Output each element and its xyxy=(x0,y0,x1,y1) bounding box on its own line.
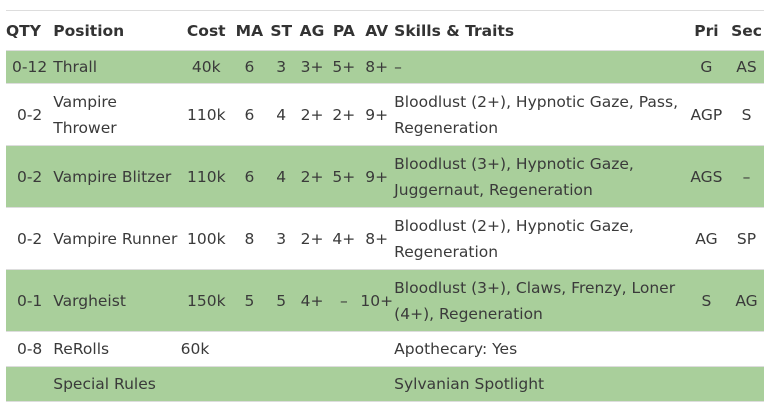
cell-qty: 0-8 xyxy=(6,331,54,367)
header-ma: MA xyxy=(231,10,267,51)
cell-pri: S xyxy=(683,269,729,332)
cell-ag: 3+ xyxy=(295,50,329,84)
cell-pa: 2+ xyxy=(328,83,360,146)
table-row: 0-1 Vargheist 150k 5 5 4+ – 10+ Bloodlus… xyxy=(6,269,764,332)
header-ag: AG xyxy=(295,10,329,51)
cell-position: Vampire Blitzer xyxy=(53,145,181,208)
header-pa: PA xyxy=(328,10,360,51)
cell-ma: 8 xyxy=(231,207,267,270)
cell-ag: 2+ xyxy=(295,207,329,270)
cell-skills: – xyxy=(394,50,684,84)
cell-ma: 6 xyxy=(231,83,267,146)
header-sec: Sec xyxy=(729,10,764,51)
cell-st: 4 xyxy=(266,83,296,146)
cell-ma: 6 xyxy=(231,50,267,84)
cell-st: 4 xyxy=(266,145,296,208)
header-cost: Cost xyxy=(180,10,232,51)
cell-av: 10+ xyxy=(359,269,395,332)
cell-cost: 60k xyxy=(180,331,232,367)
cell-cost: 100k xyxy=(180,207,232,270)
table-row: 0-12 Thrall 40k 6 3 3+ 5+ 8+ – G AS xyxy=(6,50,764,84)
cell-cost: 110k xyxy=(180,145,232,208)
cell-st: 3 xyxy=(266,50,296,84)
cell-pa: – xyxy=(328,269,360,332)
cell-position: Vargheist xyxy=(53,269,181,332)
cell-pa: 5+ xyxy=(328,50,360,84)
cell-qty: 0-12 xyxy=(6,50,54,84)
cell-apothecary: Apothecary: Yes xyxy=(394,331,684,367)
cell-cost: 40k xyxy=(180,50,232,84)
header-skills: Skills & Traits xyxy=(394,10,684,51)
table-row: 0-2 Vampire Thrower 110k 6 4 2+ 2+ 9+ Bl… xyxy=(6,83,764,146)
cell-sec: SP xyxy=(729,207,764,270)
cell-pa: 4+ xyxy=(328,207,360,270)
cell-av: 8+ xyxy=(359,207,395,270)
cell-position: ReRolls xyxy=(53,331,181,367)
cell-special-rules: Sylvanian Spotlight xyxy=(394,366,684,402)
cell-pri: AGP xyxy=(683,83,729,146)
table-header-row: QTY Position Cost MA ST AG PA AV Skills … xyxy=(6,10,764,51)
cell-position: Vampire Runner xyxy=(53,207,181,270)
cell-pri: G xyxy=(683,50,729,84)
cell-ma: 5 xyxy=(231,269,267,332)
cell-pri: AG xyxy=(683,207,729,270)
cell-av: 9+ xyxy=(359,145,395,208)
table-row: 0-2 Vampire Runner 100k 8 3 2+ 4+ 8+ Blo… xyxy=(6,207,764,270)
cell-sec: AS xyxy=(729,50,764,84)
special-rules-row: Special Rules Sylvanian Spotlight xyxy=(6,366,764,402)
cell-position: Vampire Thrower xyxy=(53,83,181,146)
cell-skills: Bloodlust (3+), Claws, Frenzy, Loner (4+… xyxy=(394,269,684,332)
rerolls-row: 0-8 ReRolls 60k Apothecary: Yes xyxy=(6,331,764,367)
header-pri: Pri xyxy=(683,10,729,51)
cell-skills: Bloodlust (3+), Hypnotic Gaze, Juggernau… xyxy=(394,145,684,208)
cell-skills: Bloodlust (2+), Hypnotic Gaze, Pass, Reg… xyxy=(394,83,684,146)
cell-st: 3 xyxy=(266,207,296,270)
cell-ma: 6 xyxy=(231,145,267,208)
cell-pa: 5+ xyxy=(328,145,360,208)
header-st: ST xyxy=(266,10,296,51)
cell-av: 8+ xyxy=(359,50,395,84)
cell-qty: 0-2 xyxy=(6,207,54,270)
cell-sec: AG xyxy=(729,269,764,332)
cell-skills: Bloodlust (2+), Hypnotic Gaze, Regenerat… xyxy=(394,207,684,270)
team-roster-table: QTY Position Cost MA ST AG PA AV Skills … xyxy=(6,10,764,402)
cell-qty: 0-2 xyxy=(6,145,54,208)
header-av: AV xyxy=(359,10,395,51)
cell-pri: AGS xyxy=(683,145,729,208)
cell-ag: 2+ xyxy=(295,145,329,208)
cell-position: Thrall xyxy=(53,50,181,84)
cell-cost: 150k xyxy=(180,269,232,332)
cell-sec: S xyxy=(729,83,764,146)
cell-ag: 4+ xyxy=(295,269,329,332)
table-row: 0-2 Vampire Blitzer 110k 6 4 2+ 5+ 9+ Bl… xyxy=(6,145,764,208)
cell-qty: 0-2 xyxy=(6,83,54,146)
cell-av: 9+ xyxy=(359,83,395,146)
cell-position: Special Rules xyxy=(53,366,181,402)
header-qty: QTY xyxy=(6,10,54,51)
cell-cost: 110k xyxy=(180,83,232,146)
cell-qty: 0-1 xyxy=(6,269,54,332)
cell-sec: – xyxy=(729,145,764,208)
cell-st: 5 xyxy=(266,269,296,332)
cell-ag: 2+ xyxy=(295,83,329,146)
header-position: Position xyxy=(53,10,181,51)
